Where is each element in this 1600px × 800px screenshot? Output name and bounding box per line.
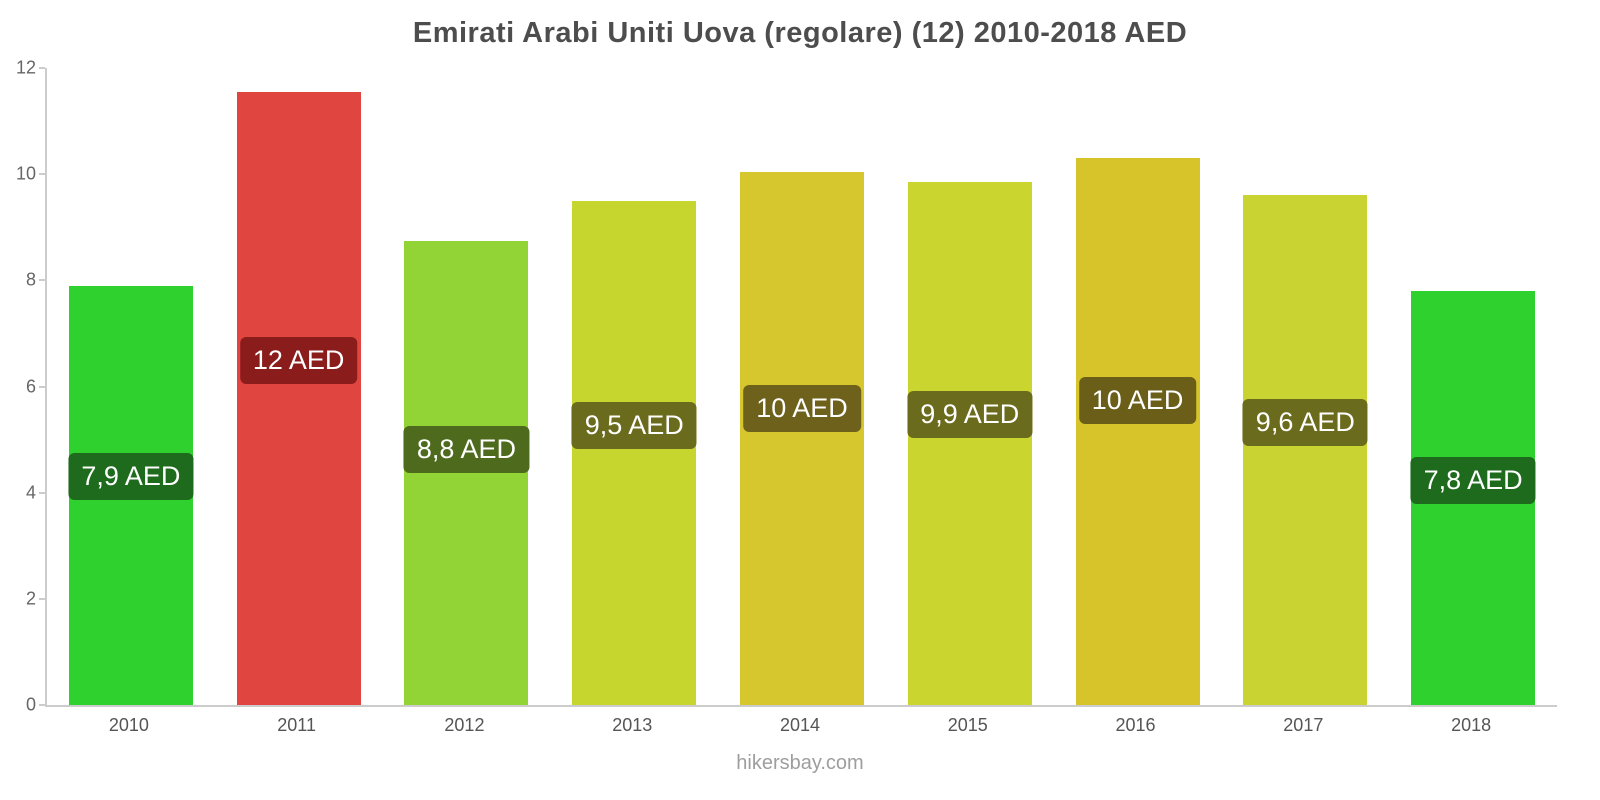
bar-value-label: 7,8 AED — [1410, 456, 1536, 504]
bar-2015: 9,9 AED — [907, 182, 1033, 705]
chart-title: Emirati Arabi Uniti Uova (regolare) (12)… — [412, 17, 1188, 49]
x-axis-label: 2013 — [612, 715, 653, 735]
bar-2014: 10 AED — [740, 171, 864, 705]
x-axis-label: 2015 — [947, 715, 988, 735]
y-axis-tick-mark — [39, 279, 45, 282]
bar-2017: 9,6 AED — [1242, 195, 1368, 705]
footer-link[interactable]: hikersbay.com — [736, 752, 864, 774]
bar-2012: 8,8 AED — [403, 240, 529, 705]
y-axis-tick-label: 2 — [25, 588, 36, 609]
y-axis-tick-label: 6 — [25, 376, 36, 396]
y-axis-tick-mark — [39, 173, 45, 176]
y-axis-tick-mark — [39, 597, 45, 600]
bar-value-label: 9,9 AED — [907, 391, 1033, 439]
y-axis-tick-label: 0 — [25, 694, 36, 715]
bar-value-label: 12 AED — [239, 337, 358, 385]
y-axis-tick-label: 10 — [15, 163, 36, 184]
bar-2013: 9,5 AED — [571, 200, 697, 705]
x-axis-label: 2010 — [108, 715, 149, 735]
bar-value-label: 9,5 AED — [571, 402, 697, 450]
bar-value-label: 10 AED — [1078, 376, 1197, 424]
bar-2018: 7,8 AED — [1410, 290, 1536, 705]
bar-value-label: 7,9 AED — [68, 453, 194, 501]
y-axis-tick-mark — [39, 704, 45, 706]
bar-value-label: 8,8 AED — [403, 426, 529, 474]
x-axis-label: 2017 — [1283, 715, 1324, 735]
plot-area: 7,9 AED 12 AED 8,8 AED 9,5 AED 10 AED 9,9 AED… — [45, 68, 1557, 707]
x-axis-label: 2016 — [1115, 715, 1156, 735]
y-axis-tick-label: 4 — [25, 482, 36, 503]
bar-value-label: 9,6 AED — [1242, 399, 1368, 447]
y-axis-tick-label: 12 — [15, 57, 36, 78]
y-axis-tick-mark — [39, 67, 45, 69]
bar-2011: 12 AED — [236, 91, 361, 705]
x-axis-label: 2014 — [779, 715, 821, 735]
bar-2016: 10 AED — [1075, 158, 1200, 705]
bar-value-label: 10 AED — [743, 384, 861, 432]
x-axis-label: 2012 — [444, 715, 485, 735]
y-axis-tick-label: 8 — [25, 269, 36, 290]
y-axis-tick-mark — [39, 385, 45, 388]
x-axis-label: 2011 — [277, 715, 316, 735]
x-axis-label: 2018 — [1451, 715, 1492, 735]
bar-2010: 7,9 AED — [68, 285, 194, 705]
y-axis-tick-mark — [39, 491, 45, 494]
